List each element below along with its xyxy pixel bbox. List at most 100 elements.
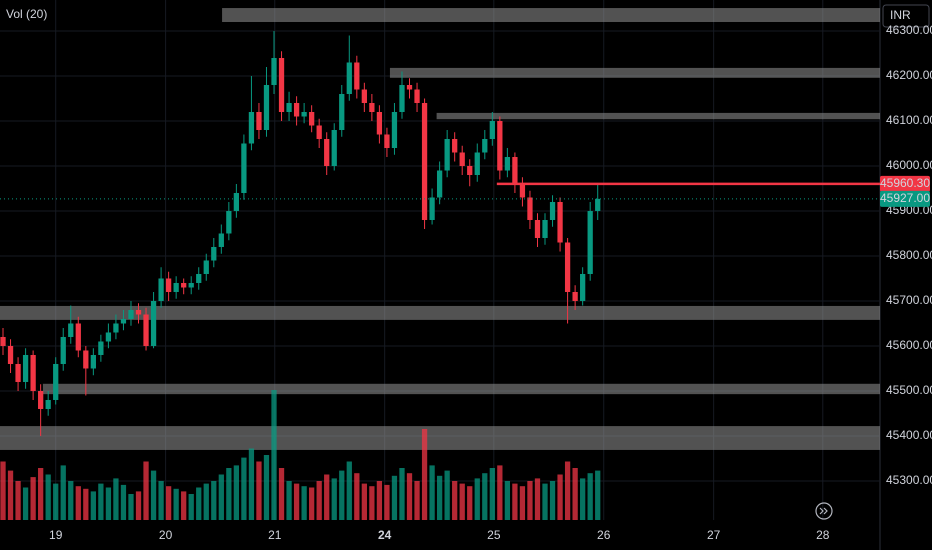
volume-bar [414, 481, 420, 520]
volume-bar [512, 483, 518, 520]
volume-bar [587, 473, 593, 520]
candle-body [45, 399, 51, 409]
candle-body [293, 103, 300, 117]
volume-bar [38, 468, 44, 520]
last-price-label: 45927.00 [880, 191, 930, 205]
candle-body [324, 138, 330, 166]
candle-body [150, 300, 157, 346]
volume-bar [497, 465, 503, 520]
plot-area [0, 0, 881, 520]
candle-body [354, 62, 360, 90]
candle-body [564, 242, 571, 292]
volume-bar [459, 483, 465, 520]
candle-body [263, 85, 270, 130]
candle-body [53, 363, 59, 400]
candle-body [504, 156, 511, 171]
candle-body [429, 197, 435, 220]
candle-body [474, 152, 480, 175]
y-tick-label: 45500.00 [886, 383, 932, 397]
volume-bar [248, 448, 255, 520]
volume-bar [286, 481, 292, 520]
volume-bar [45, 474, 51, 520]
volume-bar [316, 481, 322, 520]
volume-bar [384, 484, 390, 520]
candle-body [22, 354, 29, 382]
last-price-box [880, 190, 930, 207]
volume-bar [211, 481, 217, 520]
volume-bar [354, 473, 360, 520]
volume-bar [271, 390, 277, 520]
volume-bar [482, 473, 488, 520]
candle-body [587, 210, 593, 274]
volume-bar [429, 465, 435, 520]
volume-bar [143, 461, 149, 520]
volume-bar [534, 478, 541, 520]
y-tick-label: 45400.00 [886, 428, 932, 442]
zone [42, 383, 881, 395]
volume-bar [226, 468, 232, 520]
volume-bar [203, 483, 209, 520]
volume-bar [263, 455, 270, 520]
volume-bar [30, 477, 36, 520]
candle-body [497, 121, 503, 171]
candle-body [158, 278, 164, 301]
candle-body [467, 165, 473, 175]
volume-bar [68, 481, 74, 520]
candle-body [256, 112, 262, 130]
volume-bar [489, 468, 495, 520]
candle-body [301, 112, 307, 117]
volume-bar [233, 465, 240, 520]
volume-bar [150, 470, 157, 520]
volume-bar [421, 429, 428, 520]
candle-body [120, 318, 127, 324]
candle-body [241, 143, 247, 193]
candle-body [527, 197, 533, 220]
candle-body [30, 354, 36, 391]
volume-bar [301, 486, 307, 520]
candle-body [113, 323, 119, 333]
y-tick-label: 45700.00 [886, 293, 932, 307]
zone [222, 8, 881, 23]
volume-bar [504, 481, 511, 520]
currency-box[interactable] [882, 4, 930, 28]
volume-bar [98, 483, 104, 520]
volume-bar [572, 468, 578, 520]
candle-body [181, 282, 187, 288]
candle-body [286, 103, 292, 113]
candle-body [489, 121, 495, 139]
candle-body [399, 85, 405, 113]
volume-bar [90, 491, 96, 520]
volume-bar [549, 481, 556, 520]
volume-bar [399, 468, 405, 520]
y-tick-label: 46000.00 [886, 158, 932, 172]
candle-body [68, 323, 74, 337]
zone [0, 305, 880, 320]
level-label-box [880, 175, 930, 192]
volume-bar [391, 475, 398, 520]
volume-bar [376, 481, 383, 520]
chart-title: Vol (20) [6, 7, 47, 21]
candle-body [15, 363, 21, 382]
volume-bar [22, 487, 29, 520]
candle-body [309, 112, 315, 126]
candle-body [90, 354, 96, 369]
candle-body [316, 125, 322, 139]
candle-body [83, 350, 89, 369]
candle-body [331, 130, 337, 166]
candle-body [452, 138, 458, 153]
volume-bar [60, 465, 66, 520]
candle-body [406, 85, 413, 90]
y-tick-label: 46200.00 [886, 68, 932, 82]
go-to-realtime-button[interactable] [815, 502, 833, 520]
candle-body [248, 112, 255, 144]
volume-bar [444, 470, 450, 520]
candle-body [278, 58, 285, 113]
candle-body [98, 341, 104, 355]
x-tick-label: 27 [707, 528, 721, 542]
y-tick-label: 46300.00 [886, 23, 932, 37]
candle-body [38, 390, 44, 409]
y-tick-label: 46100.00 [886, 113, 932, 127]
candle-body [369, 103, 375, 113]
candle-body [384, 134, 390, 148]
